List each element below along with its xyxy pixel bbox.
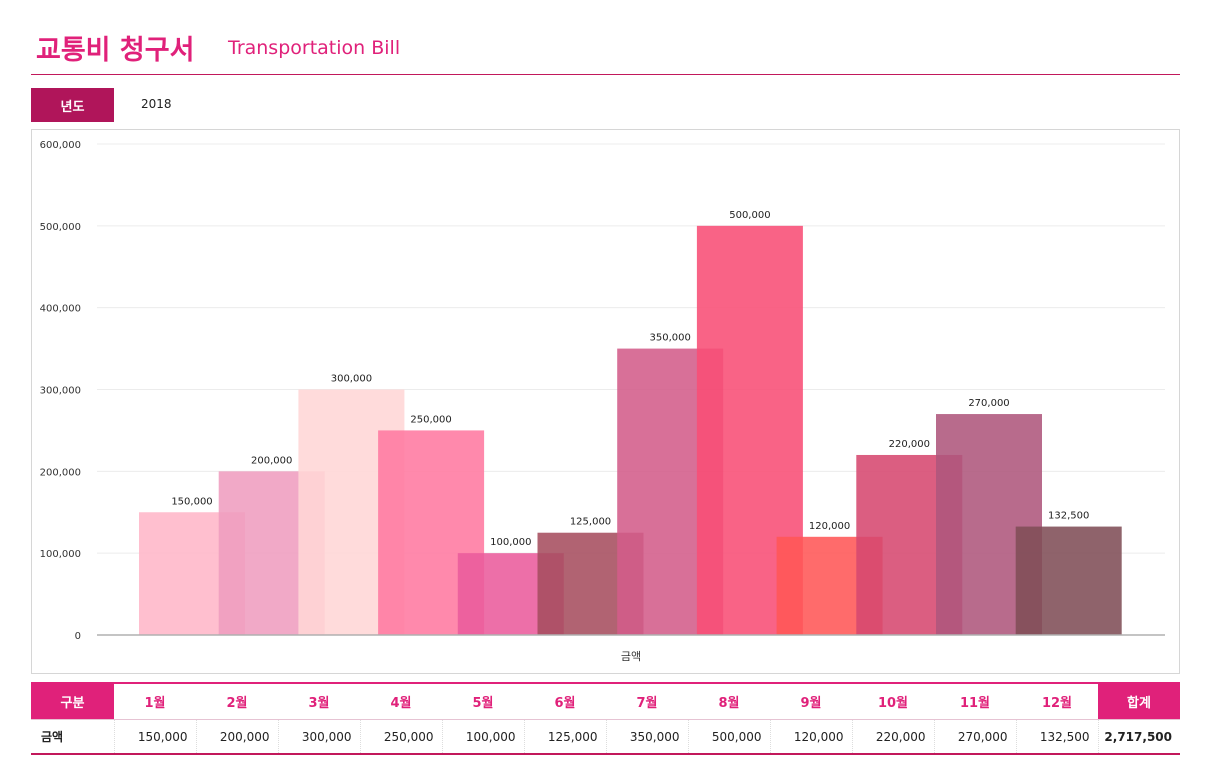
header-month: 8월 [688,682,770,720]
data-label: 220,000 [889,439,930,450]
amount-cell: 120,000 [769,719,852,755]
header-category: 구분 [31,682,114,720]
header-month: 5월 [442,682,524,720]
header-month: 3월 [278,682,360,720]
total-cell: 2,717,500 [1097,719,1180,755]
data-label: 350,000 [650,333,691,344]
y-tick-label: 400,000 [40,304,81,315]
y-tick-label: 500,000 [40,222,81,233]
header-month: 4월 [360,682,442,720]
data-label: 120,000 [809,521,850,532]
data-label: 300,000 [331,374,372,385]
row-label: 금액 [31,719,114,755]
title-divider [31,74,1180,75]
y-tick-label: 0 [75,631,81,642]
amount-table: 구분 1월 2월 3월 4월 5월 6월 7월 8월 9월 10월 11월 12… [31,682,1180,755]
amount-cell: 500,000 [687,719,770,755]
header-month: 11월 [934,682,1016,720]
chart-container: 0 100,000 200,000 300,000 400,000 500,000 600,… [31,129,1180,674]
data-label: 270,000 [968,398,1009,409]
data-label: 100,000 [490,537,531,548]
page-title: 교통비 청구서 [36,35,195,66]
bar-chart: 0 100,000 200,000 300,000 400,000 500,000 600,… [40,140,1165,663]
page-subtitle: Transportation Bill [228,37,401,59]
bar [1015,526,1122,635]
y-tick-label: 200,000 [40,467,81,478]
amount-cell: 132,500 [1015,719,1098,755]
amount-cell: 100,000 [441,719,524,755]
header-month: 12월 [1016,682,1098,720]
amount-cell: 300,000 [277,719,360,755]
amount-cell: 150,000 [113,719,196,755]
year-value: 2018 [141,97,172,111]
header-month: 6월 [524,682,606,720]
amount-cell: 200,000 [195,719,278,755]
data-label: 500,000 [729,210,770,221]
y-tick-label: 300,000 [40,386,81,397]
header-month: 7월 [606,682,688,720]
header-month: 10월 [852,682,934,720]
year-label: 년도 [31,88,114,122]
data-label: 125,000 [570,517,611,528]
y-tick-label: 600,000 [40,140,81,151]
table-row: 금액 150,000 200,000 300,000 250,000 100,0… [31,719,1180,755]
amount-cell: 220,000 [851,719,934,755]
header-month: 9월 [770,682,852,720]
amount-cell: 350,000 [605,719,688,755]
data-label: 250,000 [410,414,451,425]
table-header-row: 구분 1월 2월 3월 4월 5월 6월 7월 8월 9월 10월 11월 12… [31,682,1180,720]
x-axis-label: 금액 [621,650,641,663]
header-month: 2월 [196,682,278,720]
header-total: 합계 [1098,682,1180,720]
data-label: 150,000 [171,496,212,507]
y-tick-label: 100,000 [40,549,81,560]
header-month: 1월 [114,682,196,720]
amount-cell: 250,000 [359,719,442,755]
amount-cell: 270,000 [933,719,1016,755]
data-label: 200,000 [251,455,292,466]
amount-cell: 125,000 [523,719,606,755]
data-label: 132,500 [1048,511,1089,522]
